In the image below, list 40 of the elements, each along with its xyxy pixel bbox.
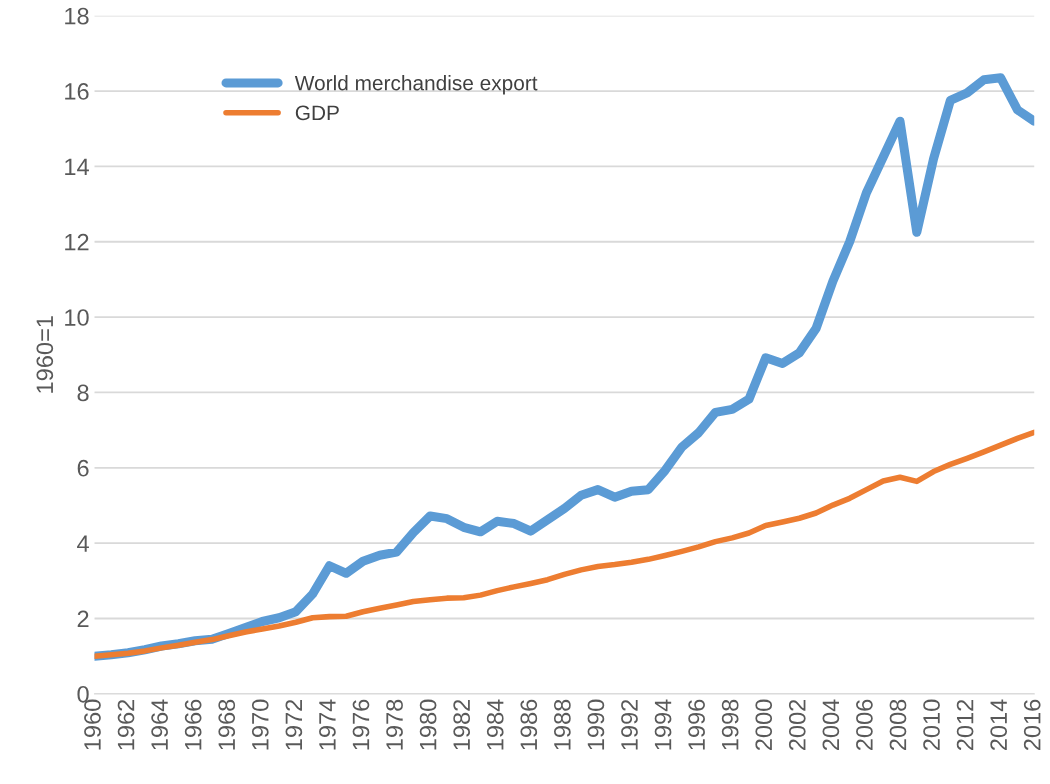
x-tick-label: 1994 [654,699,672,750]
y-tick-label: 14 [65,158,89,175]
y-tick-label: 16 [65,83,89,100]
x-tick-label: 1984 [486,699,504,750]
y-tick-label: 18 [65,7,89,25]
x-tick-label: 2016 [1023,699,1041,751]
x-tick-label: 1980 [419,699,437,750]
x-tick-label: 2008 [889,699,907,751]
legend-label: GDP [295,105,339,121]
x-tick-label: 1978 [386,699,403,750]
y-axis-title: 1960=1 [36,316,54,393]
x-tick-label: 1988 [553,699,571,750]
x-tick-label: 2002 [788,699,806,751]
x-tick-label: 2006 [856,699,873,751]
x-tick-label: 1968 [218,699,236,750]
x-tick-label: 1962 [117,699,135,750]
x-tick-label: 1998 [721,699,739,750]
x-tick-label: 1972 [285,699,303,750]
x-tick-label: 1974 [319,699,336,750]
x-tick-label: 1982 [453,699,471,750]
legend-label: World merchandise export [294,75,538,95]
x-tick-label: 1970 [251,699,269,750]
x-tick-label: 1966 [184,699,202,750]
x-tick-label: 2014 [990,699,1008,751]
y-tick-label: 10 [65,309,89,326]
x-tick-label: 2012 [956,699,974,751]
x-tick-label: 1996 [688,699,705,750]
x-tick-label: 2000 [755,699,773,751]
x-tick-label: 2010 [923,699,940,751]
y-tick-label: 8 [77,384,89,402]
x-tick-label: 1992 [621,699,638,750]
y-tick-label: 12 [65,233,89,251]
x-tick-label: 1986 [520,699,538,750]
y-tick-label: 6 [77,459,89,477]
x-tick-label: 1976 [352,699,370,750]
x-tick-label: 2004 [822,699,840,751]
y-tick-label: 2 [77,610,89,628]
x-tick-label: 1990 [587,699,605,750]
x-tick-label: 1964 [151,699,168,750]
y-tick-label: 4 [77,535,89,552]
